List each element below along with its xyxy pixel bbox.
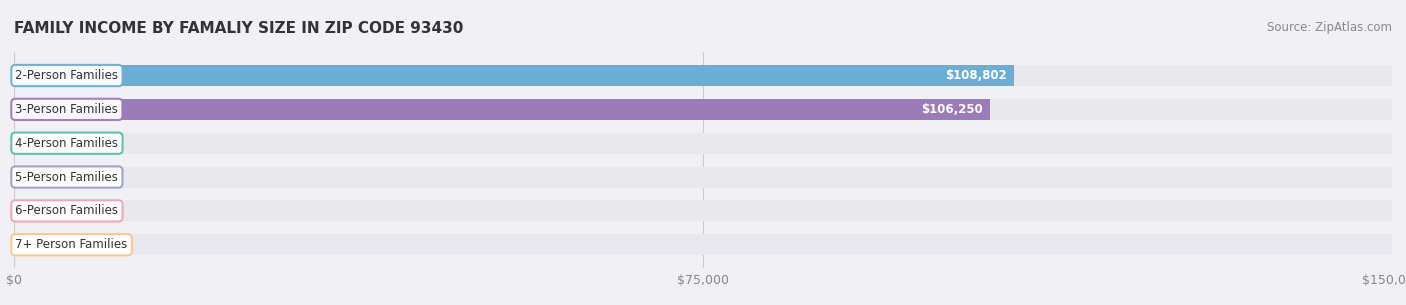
Text: $108,802: $108,802 [945,69,1007,82]
Text: $106,250: $106,250 [921,103,983,116]
Bar [14,234,1392,255]
Bar [14,99,1392,120]
Text: 5-Person Families: 5-Person Families [15,170,118,184]
Text: $0: $0 [31,238,45,251]
Text: 6-Person Families: 6-Person Families [15,204,118,217]
Bar [14,65,1392,86]
Bar [14,200,1392,221]
Text: $0: $0 [31,204,45,217]
Text: Source: ZipAtlas.com: Source: ZipAtlas.com [1267,21,1392,34]
Text: 2-Person Families: 2-Person Families [15,69,118,82]
Text: 3-Person Families: 3-Person Families [15,103,118,116]
Bar [14,65,1014,86]
Bar [14,167,1392,188]
Text: 7+ Person Families: 7+ Person Families [15,238,128,251]
Bar [14,99,990,120]
Text: $0: $0 [31,137,45,150]
Text: 4-Person Families: 4-Person Families [15,137,118,150]
Text: FAMILY INCOME BY FAMALIY SIZE IN ZIP CODE 93430: FAMILY INCOME BY FAMALIY SIZE IN ZIP COD… [14,21,464,36]
Bar [14,133,1392,154]
Text: $0: $0 [31,170,45,184]
